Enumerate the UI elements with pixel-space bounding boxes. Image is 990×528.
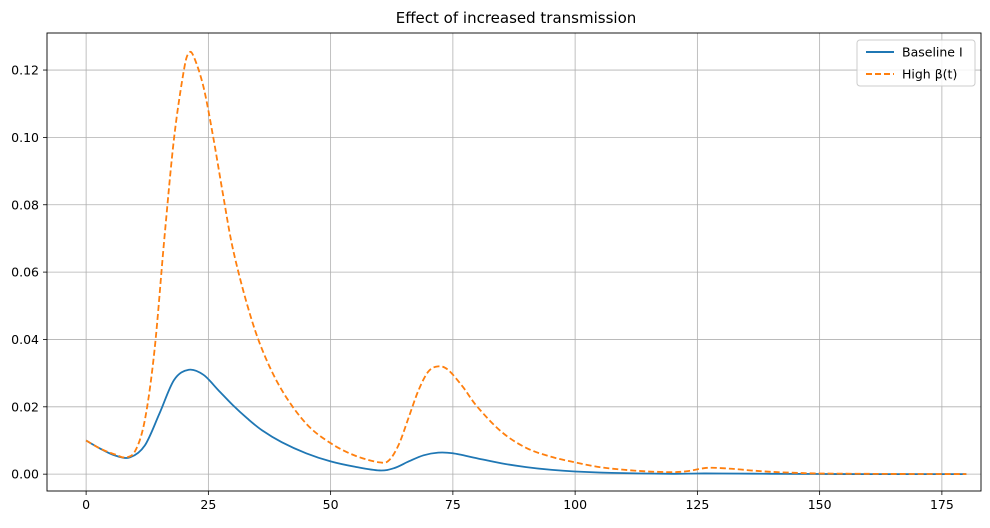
x-tick-label: 150 [808, 497, 832, 512]
x-axis: 0 25 50 75 100 125 150 175 [82, 491, 954, 512]
plot-frame [46, 32, 982, 492]
x-tick-label: 0 [82, 497, 90, 512]
grid [47, 33, 981, 491]
y-tick-label: 0.08 [11, 197, 39, 212]
x-tick-label: 75 [445, 497, 461, 512]
x-tick-label: 125 [685, 497, 709, 512]
y-axis: 0.00 0.02 0.04 0.06 0.08 0.10 0.12 [11, 63, 47, 482]
y-tick-label: 0.12 [11, 63, 39, 78]
y-tick-label: 0.00 [11, 467, 39, 482]
series-line-baseline [85, 368, 967, 476]
legend-label-baseline: Baseline I [902, 45, 963, 60]
x-tick-label: 25 [200, 497, 216, 512]
x-tick-label: 175 [930, 497, 954, 512]
x-tick-label: 100 [563, 497, 587, 512]
series-line-high-beta [85, 50, 967, 475]
y-tick-label: 0.10 [11, 130, 39, 145]
y-tick-label: 0.02 [11, 399, 39, 414]
y-tick-label: 0.04 [11, 332, 39, 347]
series-lines [85, 50, 967, 476]
legend-label-high-beta: High β(t) [902, 67, 957, 82]
chart-title: Effect of increased transmission [396, 9, 637, 27]
x-tick-label: 50 [323, 497, 339, 512]
legend: Baseline I High β(t) [856, 39, 976, 87]
y-tick-label: 0.06 [11, 265, 39, 280]
